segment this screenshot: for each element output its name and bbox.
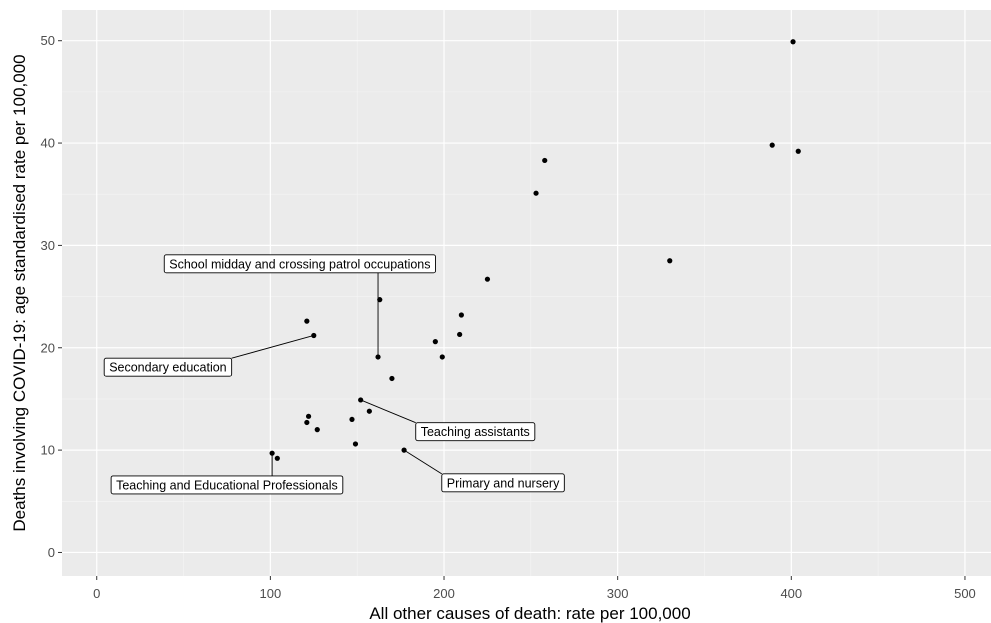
scatter-point [311,332,317,339]
annotation-label: Teaching assistants [415,422,536,442]
data-points [269,39,801,461]
annotation-box [163,254,436,274]
annotation-label: Primary and nursery [441,473,565,493]
scatter-point [401,447,407,453]
annotation-label: Secondary education [103,357,233,377]
scatter-point [352,441,359,447]
y-axis-ticks: 0 10 20 30 40 50 [41,33,62,560]
annotation-leader-lines [231,272,443,476]
scatter-point [458,312,464,318]
y-tick-label: 20 [41,340,55,355]
annotation-label: School midday and crossing patrol occupa… [163,254,436,274]
scatter-point [349,416,355,423]
major-gridlines [62,10,991,576]
scatter-point [432,339,438,345]
x-tick-label: 500 [954,586,976,601]
y-tick-label: 0 [48,545,55,560]
scatter-point [377,297,383,303]
x-axis-title: All other causes of death: rate per 100,… [369,604,690,623]
scatter-point [314,427,320,433]
y-tick-label: 50 [41,33,55,48]
y-tick-label: 30 [41,238,55,253]
x-tick-label: 0 [93,586,100,601]
annotation-box [441,473,565,493]
scatter-point [533,190,539,196]
annotation-leader-line [231,335,314,359]
annotation-label: Teaching and Educational Professionals [110,475,344,495]
annotation-text: School midday and crossing patrol occupa… [169,257,430,271]
scatter-point [304,318,310,324]
scatter-point [439,354,445,360]
y-tick-label: 40 [41,136,55,151]
y-tick-label: 10 [41,443,55,458]
x-axis-ticks: 0 100 200 300 400 500 [93,576,976,601]
scatter-point [358,397,364,403]
annotation-leader-line [360,399,416,424]
scatter-point [769,142,775,148]
scatter-point [366,408,372,414]
scatter-point [542,157,548,164]
scatter-point [305,413,312,419]
annotation-text: Secondary education [109,361,226,375]
minor-gridlines [62,10,991,576]
scatter-point [269,450,275,456]
annotation-box [103,357,233,377]
annotation-labels: School midday and crossing patrol occupa… [103,254,565,495]
annotation-box [415,422,536,442]
scatter-point [304,419,310,426]
scatter-point [484,276,491,282]
annotation-text: Teaching assistants [421,425,530,439]
annotation-text: Primary and nursery [447,476,560,490]
x-tick-label: 100 [260,586,282,601]
x-tick-label: 300 [607,586,629,601]
scatter-point [795,148,801,154]
x-tick-label: 200 [433,586,455,601]
scatter-point [790,39,796,45]
annotation-text: Teaching and Educational Professionals [116,478,338,492]
y-axis-title: Deaths involving COVID-19: age standardi… [10,54,29,531]
scatter-point [667,258,673,264]
scatter-point [375,354,381,360]
scatter-point [274,455,280,461]
x-tick-label: 400 [780,586,802,601]
scatter-point [389,375,395,382]
annotation-box [110,475,344,495]
annotation-leader-line [403,449,443,475]
scatter-point [457,331,463,338]
